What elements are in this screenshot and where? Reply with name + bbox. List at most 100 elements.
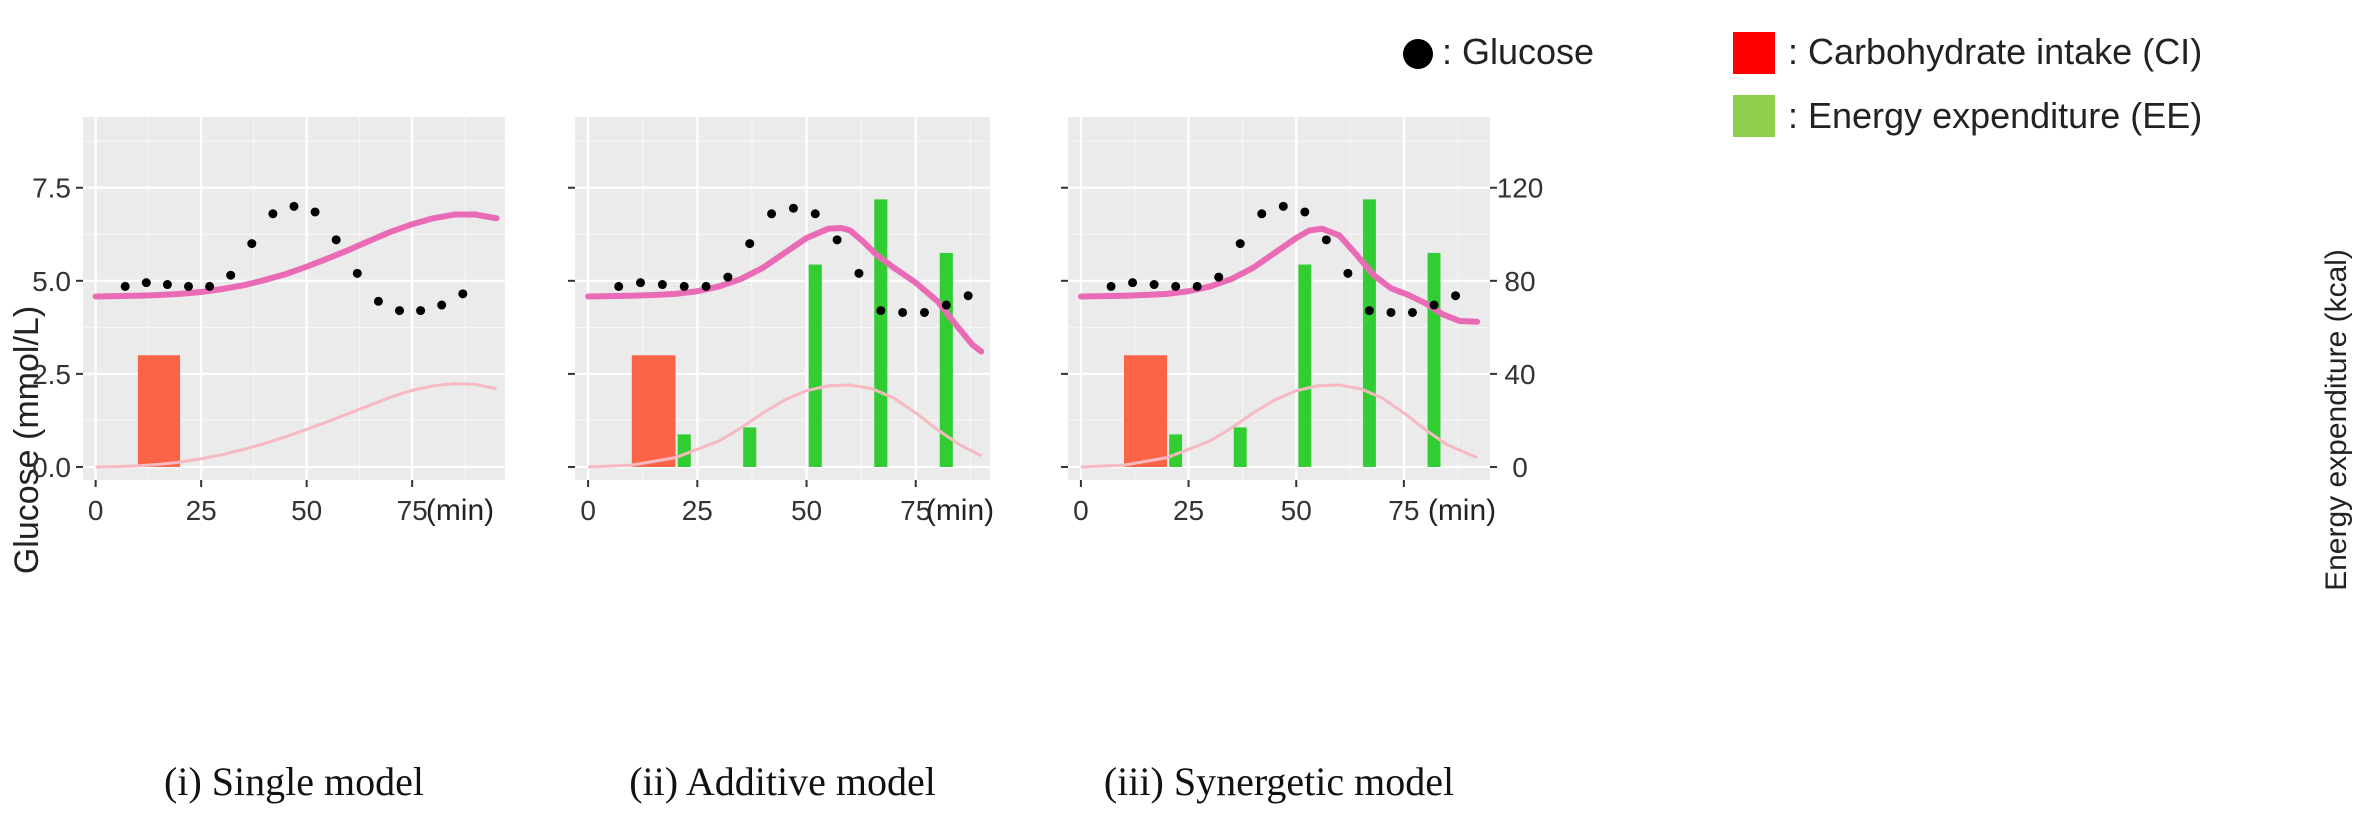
- glucose-point: [226, 270, 236, 280]
- x-unit-label: (min): [1428, 494, 1496, 527]
- glucose-point: [310, 207, 320, 217]
- glucose-point: [1128, 278, 1138, 288]
- legend-ci-swatch: [1733, 32, 1775, 74]
- y-tick-label: 5.0: [32, 266, 71, 297]
- glucose-point: [289, 201, 299, 211]
- glucose-point: [1106, 281, 1116, 291]
- glucose-point: [162, 280, 172, 290]
- fitted-glucose-line: [92, 211, 500, 300]
- x-tick-label: 25: [682, 495, 713, 526]
- glucose-point: [701, 281, 711, 291]
- glucose-point: [854, 268, 864, 278]
- carb-intake-bar: [1123, 355, 1168, 467]
- glucose-point: [636, 278, 646, 288]
- x-unit-label: (min): [926, 494, 994, 527]
- glucose-point: [1214, 272, 1224, 282]
- glucose-point: [184, 281, 193, 291]
- glucose-point: [810, 209, 820, 219]
- fitted-glucose-line: [585, 224, 985, 355]
- x-tick-label: 75: [397, 495, 428, 526]
- energy-expenditure-bar: [743, 427, 757, 467]
- glucose-point: [679, 281, 689, 291]
- carb-intake-bar: [137, 355, 181, 467]
- glucose-point: [723, 272, 733, 282]
- glucose-point: [395, 306, 404, 316]
- glucose-point: [963, 291, 973, 301]
- y-tick-label: 2.5: [32, 359, 71, 390]
- y-tick-label: 7.5: [32, 173, 71, 204]
- carb-intake-bar: [631, 355, 676, 467]
- panel-additive-model: 0 25 50 75(min) (ii) Additive model: [568, 117, 994, 804]
- glucose-point: [898, 307, 908, 317]
- y-tick-label: 0.0: [32, 452, 71, 483]
- panel-single-model: 0 25 50 75(min) 0.0 2.5 5.0 7.5 (i) Single model: [32, 117, 505, 804]
- glucose-point: [1386, 307, 1396, 317]
- glucose-point: [767, 209, 777, 219]
- glucose-point: [331, 235, 341, 245]
- glucose-point: [1171, 281, 1181, 291]
- x-unit-label: (min): [426, 494, 494, 527]
- glucose-point: [1235, 239, 1245, 249]
- legend-ee-swatch: [1733, 95, 1775, 137]
- energy-expenditure-bar: [1233, 427, 1247, 467]
- ci-effect-line: [95, 382, 497, 469]
- x-tick-label: 0: [1073, 495, 1089, 526]
- glucose-point: [437, 300, 447, 310]
- glucose-point: [141, 278, 151, 288]
- x-tick-label: 50: [791, 495, 822, 526]
- glucose-point: [1192, 281, 1202, 291]
- energy-expenditure-bar: [1362, 199, 1376, 467]
- y-right-tick-label: 40: [1504, 359, 1535, 390]
- glucose-point: [1300, 207, 1310, 217]
- legend-ee-label: : Energy expenditure (EE): [1788, 95, 2202, 136]
- x-tick-label: 50: [1281, 495, 1312, 526]
- glucose-point: [268, 209, 278, 219]
- y-right-tick-label: 80: [1504, 266, 1535, 297]
- panel-synergetic-model: 0 25 50 75 (min) 0 40 80 120 (iii) Synergetic mod…: [1061, 117, 1543, 804]
- y-right-tick-label: 0: [1512, 452, 1528, 483]
- energy-expenditure-bar: [677, 434, 691, 467]
- glucose-point: [941, 300, 951, 310]
- glucose-point: [416, 306, 426, 316]
- glucose-point: [1407, 307, 1417, 317]
- x-tick-label: 50: [291, 495, 322, 526]
- y-right-axis-title: Energy expenditure (kcal): [2320, 249, 2353, 591]
- glucose-point: [1149, 280, 1159, 290]
- glucose-point: [373, 296, 383, 306]
- glucose-point: [614, 281, 624, 291]
- energy-expenditure-bar: [874, 199, 888, 467]
- x-tick-label: 75: [900, 495, 931, 526]
- energy-expenditure-bar: [1298, 264, 1312, 467]
- glucose-point: [247, 239, 257, 249]
- panel-caption: (i) Single model: [164, 759, 424, 804]
- ci-effect-line: [1080, 383, 1478, 469]
- glucose-point: [1429, 300, 1439, 310]
- legend-glucose-label: : Glucose: [1442, 31, 1594, 72]
- glucose-point: [919, 307, 929, 317]
- energy-expenditure-bar: [808, 264, 822, 467]
- glucose-point: [458, 289, 468, 299]
- glucose-point: [205, 281, 215, 291]
- legend-ci-label: : Carbohydrate intake (CI): [1788, 31, 2202, 72]
- glucose-point: [1321, 235, 1331, 245]
- fitted-glucose-line: [1077, 225, 1481, 325]
- glucose-point: [1343, 268, 1353, 278]
- energy-expenditure-bar: [1169, 434, 1183, 467]
- panel-caption: (iii) Synergetic model: [1104, 759, 1454, 804]
- glucose-point: [876, 306, 886, 316]
- x-tick-label: 25: [1173, 495, 1204, 526]
- y-left-axis-title: Glucose (mmol/L): [8, 306, 46, 574]
- x-tick-label: 0: [580, 495, 596, 526]
- legend-glucose-marker: [1403, 39, 1433, 69]
- x-tick-label: 75: [1388, 495, 1419, 526]
- y-right-tick-label: 120: [1497, 173, 1544, 204]
- glucose-point: [120, 281, 130, 291]
- panel-caption: (ii) Additive model: [629, 759, 936, 804]
- x-tick-label: 0: [88, 495, 104, 526]
- glucose-point: [832, 235, 842, 245]
- x-tick-label: 25: [186, 495, 217, 526]
- glucose-point: [1364, 306, 1374, 316]
- glucose-point: [1257, 209, 1267, 219]
- glucose-point: [352, 268, 362, 278]
